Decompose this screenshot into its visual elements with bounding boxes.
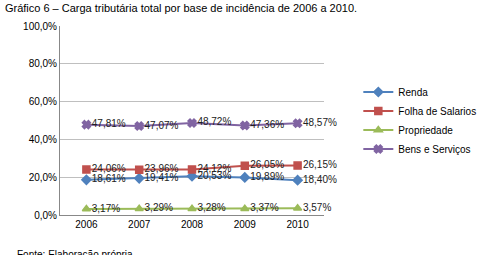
svg-text:47,81%: 47,81%: [92, 118, 126, 129]
svg-text:Propriedade: Propriedade: [398, 125, 453, 136]
svg-text:47,36%: 47,36%: [250, 119, 284, 130]
svg-text:23,96%: 23,96%: [145, 163, 179, 174]
svg-text:47,07%: 47,07%: [145, 120, 179, 131]
svg-text:19,41%: 19,41%: [145, 172, 179, 183]
svg-text:3,57%: 3,57%: [303, 202, 331, 213]
svg-text:19,89%: 19,89%: [250, 171, 284, 182]
svg-text:2006: 2006: [75, 219, 98, 230]
svg-text:20,0%: 20,0%: [29, 172, 57, 183]
svg-text:48,72%: 48,72%: [197, 116, 231, 127]
svg-text:0,0%: 0,0%: [34, 210, 57, 221]
svg-text:100,0%: 100,0%: [23, 21, 57, 32]
svg-text:24,12%: 24,12%: [197, 163, 231, 174]
svg-text:3,37%: 3,37%: [250, 202, 278, 213]
svg-text:Gráfico 6 – Carga tributária t: Gráfico 6 – Carga tributária total por b…: [5, 2, 357, 14]
svg-text:3,29%: 3,29%: [145, 202, 173, 213]
svg-text:26,15%: 26,15%: [303, 159, 337, 170]
svg-text:18,40%: 18,40%: [303, 174, 337, 185]
svg-text:80,0%: 80,0%: [29, 58, 57, 69]
svg-text:Renda: Renda: [398, 87, 428, 98]
svg-text:24,06%: 24,06%: [92, 163, 126, 174]
svg-text:2010: 2010: [286, 219, 309, 230]
svg-text:3,17%: 3,17%: [92, 203, 120, 214]
svg-text:3,28%: 3,28%: [197, 202, 225, 213]
svg-text:60,0%: 60,0%: [29, 96, 57, 107]
svg-text:Folha de Salarios: Folha de Salarios: [398, 106, 476, 117]
svg-text:2009: 2009: [234, 219, 257, 230]
svg-text:Bens e Serviços: Bens e Serviços: [398, 144, 470, 155]
svg-text:2008: 2008: [181, 219, 204, 230]
svg-text:40,0%: 40,0%: [29, 134, 57, 145]
svg-text:18,61%: 18,61%: [92, 173, 126, 184]
svg-text:20,53%: 20,53%: [197, 170, 231, 181]
svg-text:Fonte: Elaboração própria: Fonte: Elaboração própria: [17, 249, 133, 255]
svg-text:26,05%: 26,05%: [250, 159, 284, 170]
svg-text:48,57%: 48,57%: [303, 117, 337, 128]
svg-text:2007: 2007: [128, 219, 151, 230]
